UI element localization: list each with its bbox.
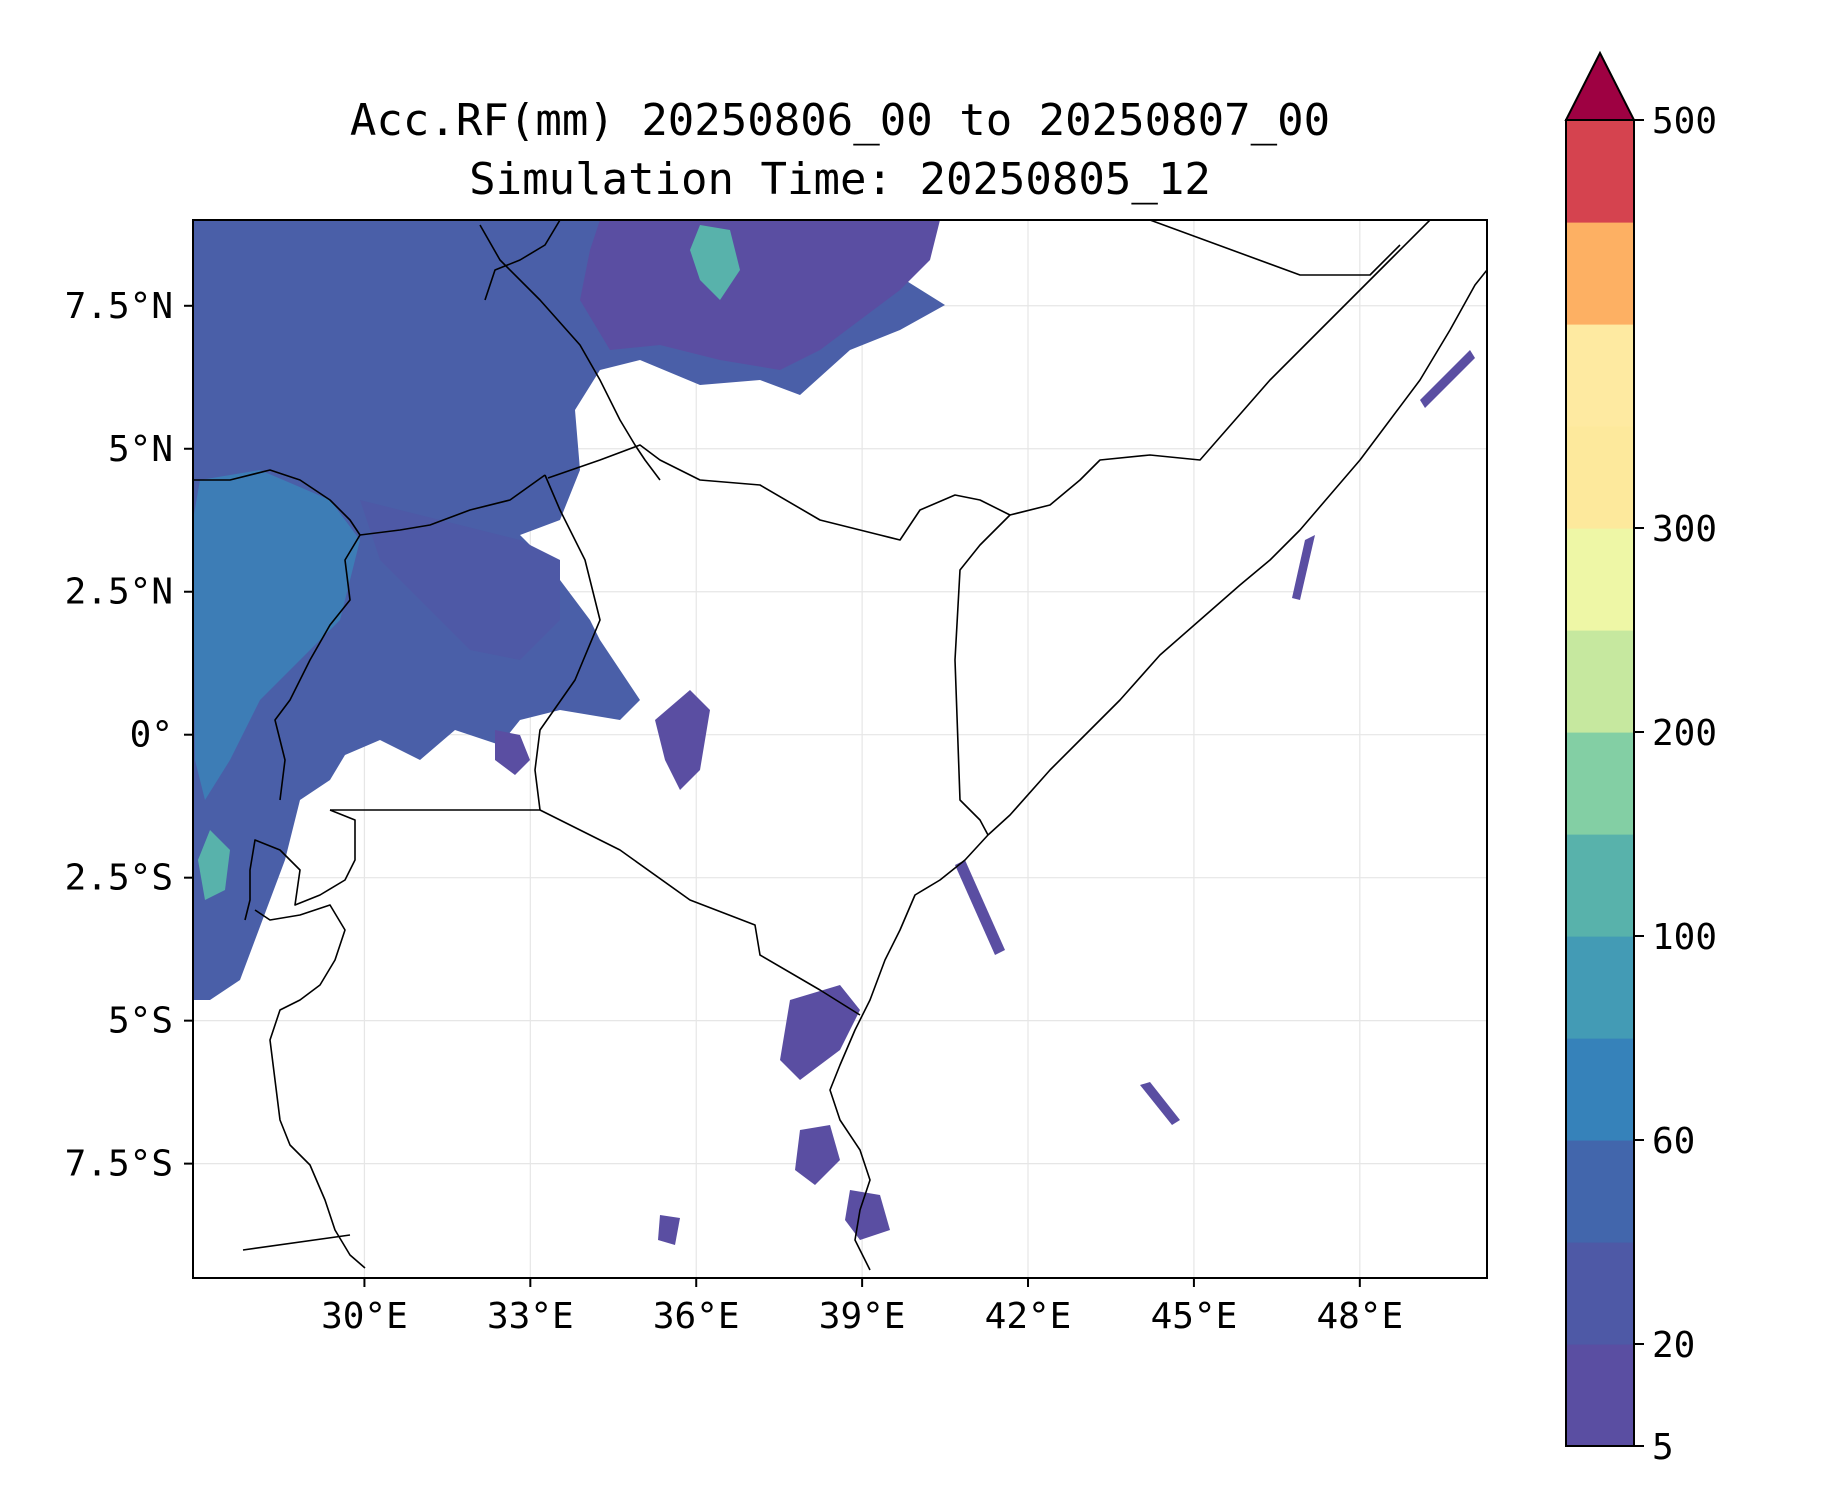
rain-region-highland-peak bbox=[690, 225, 740, 300]
colorbar-band-10 bbox=[1566, 324, 1634, 427]
border-kenya-somalia bbox=[954, 514, 1011, 836]
colorbar-band-8 bbox=[1566, 528, 1634, 631]
colorbar-band-2 bbox=[1566, 1140, 1634, 1243]
y-tick-label-1: 5°N bbox=[108, 429, 173, 470]
colorbar-extend-triangle bbox=[1564, 50, 1636, 121]
rain-patch-kenya-highlands bbox=[495, 730, 530, 775]
border-somaliland-ethiopia bbox=[1149, 220, 1401, 276]
border-uganda-kenya bbox=[534, 474, 601, 811]
y-tick-label-6: 7.5°S bbox=[65, 1144, 173, 1185]
x-tick-label-3: 39°E bbox=[819, 1296, 906, 1337]
y-axis-ticks: 7.5°N 5°N 2.5°N 0° 2.5°S 5°S 7.5°S bbox=[65, 286, 193, 1185]
border-south-sudan-ethiopia bbox=[479, 224, 661, 481]
map-area bbox=[193, 220, 1487, 1278]
colorbar-band-5 bbox=[1566, 834, 1634, 937]
rain-region-south-sudan bbox=[360, 500, 560, 660]
map-frame bbox=[192, 219, 1488, 1279]
rain-patch-lake-victoria-east bbox=[655, 690, 710, 790]
colorbar-tick-label-1: 20 bbox=[1652, 1325, 1695, 1366]
colorbar-band-6 bbox=[1566, 732, 1634, 835]
x-tick-label-0: 30°E bbox=[321, 1296, 408, 1337]
rain-patch-tanzania-coast-3 bbox=[845, 1190, 890, 1240]
rain-region-ethiopia-north bbox=[580, 220, 940, 370]
colorbar-band-9 bbox=[1566, 426, 1634, 529]
y-tick-label-5: 5°S bbox=[108, 1001, 173, 1042]
rain-patch-tanzania-coast-1 bbox=[780, 985, 860, 1080]
rain-streak-indian-ocean bbox=[1140, 1082, 1180, 1125]
y-tick-label-0: 7.5°N bbox=[65, 286, 173, 327]
border-ethiopia-kenya bbox=[547, 444, 1011, 541]
y-tick-label-2: 2.5°N bbox=[65, 572, 173, 613]
rain-patch-tanzania-inland bbox=[658, 1215, 680, 1245]
colorbar-band-7 bbox=[1566, 630, 1634, 733]
border-ethiopia-somalia bbox=[1009, 220, 1431, 516]
rainfall-field bbox=[193, 220, 1475, 1245]
colorbar-tick-label-6: 500 bbox=[1652, 101, 1717, 142]
border-south-sudan-north bbox=[193, 469, 546, 536]
title-line-2: Simulation Time: 20250805_12 bbox=[469, 154, 1211, 205]
colorbar-band-0 bbox=[1566, 1344, 1634, 1447]
colorbar-band-1 bbox=[1566, 1242, 1634, 1345]
colorbar-tick-label-3: 100 bbox=[1652, 917, 1717, 958]
colorbar-band-12 bbox=[1566, 120, 1634, 223]
border-kenya-tanzania-coast bbox=[987, 269, 1487, 836]
x-tick-label-2: 36°E bbox=[653, 1296, 740, 1337]
rain-streak-kenya-coast bbox=[955, 860, 1005, 955]
x-tick-label-6: 48°E bbox=[1316, 1296, 1403, 1337]
rain-region-west-core bbox=[193, 470, 360, 800]
border-tanzania-coast bbox=[829, 834, 989, 1271]
x-tick-label-1: 33°E bbox=[487, 1296, 574, 1337]
border-tanzania-zambia bbox=[242, 1234, 351, 1251]
colorbar-band-11 bbox=[1566, 222, 1634, 325]
x-tick-label-4: 42°E bbox=[985, 1296, 1072, 1337]
colorbar-frame bbox=[1565, 119, 1635, 1447]
y-tick-label-4: 2.5°S bbox=[65, 858, 173, 899]
colorbar-band-4 bbox=[1566, 936, 1634, 1039]
colorbar-tick-label-4: 200 bbox=[1652, 713, 1717, 754]
x-tick-label-5: 45°E bbox=[1151, 1296, 1238, 1337]
rain-region-west-coast bbox=[198, 830, 230, 900]
colorbar-tick-label-2: 60 bbox=[1652, 1121, 1695, 1162]
colorbar: 5 20 60 100 200 300 500 bbox=[1564, 50, 1717, 1468]
border-lake-victoria bbox=[330, 809, 861, 1016]
rain-patch-tanzania-coast-2 bbox=[795, 1125, 840, 1185]
border-rwanda-burundi bbox=[244, 809, 356, 921]
x-axis-ticks: 30°E 33°E 36°E 39°E 42°E 45°E 48°E bbox=[321, 1278, 1403, 1337]
colorbar-tick-label-5: 300 bbox=[1652, 509, 1717, 550]
rain-streak-somalia-coast bbox=[1420, 350, 1475, 408]
title-line-1: Acc.RF(mm) 20250806_00 to 20250807_00 bbox=[350, 95, 1330, 146]
rain-streak-somalia-offshore bbox=[1292, 535, 1315, 600]
colorbar-band-3 bbox=[1566, 1038, 1634, 1141]
y-tick-label-3: 0° bbox=[130, 715, 173, 756]
border-sudan-ethiopia-north bbox=[484, 220, 561, 301]
rain-region-west-highlands bbox=[193, 220, 945, 1000]
border-tanzania-drc bbox=[254, 904, 366, 1269]
country-borders bbox=[193, 220, 1487, 1271]
border-uganda-drc bbox=[274, 534, 361, 801]
colorbar-tick-label-0: 5 bbox=[1652, 1427, 1674, 1468]
